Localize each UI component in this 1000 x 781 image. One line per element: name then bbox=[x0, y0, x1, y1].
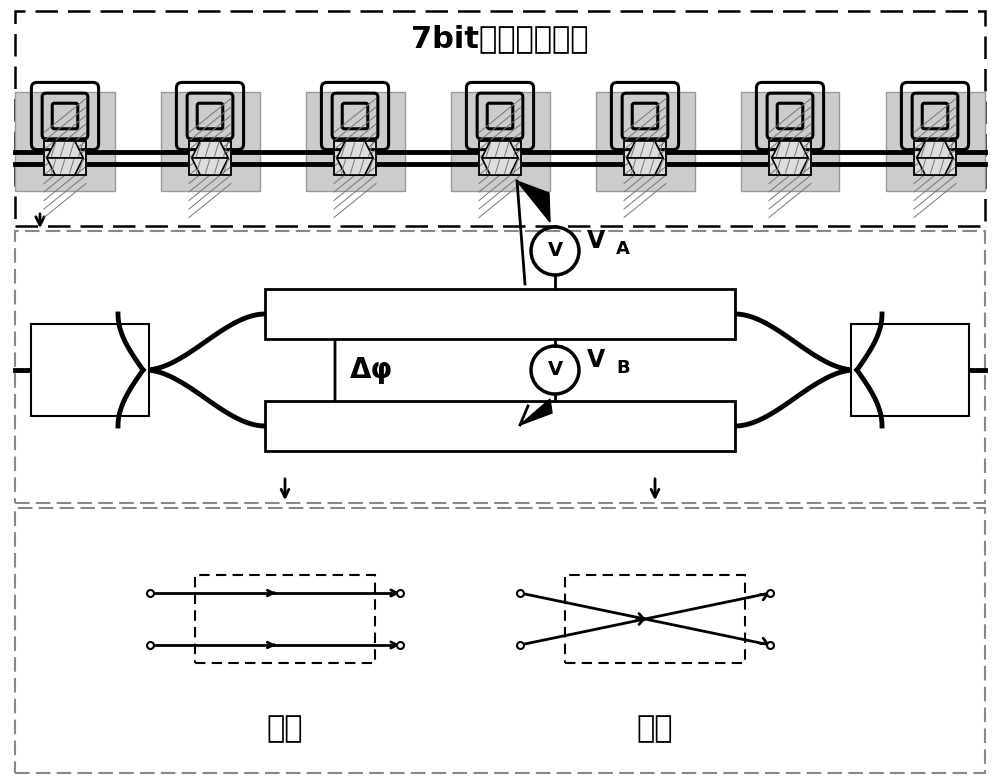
Text: 直通: 直通 bbox=[267, 715, 303, 744]
Bar bbox=[334, 141, 376, 175]
Polygon shape bbox=[772, 158, 808, 175]
Text: 移相器: 移相器 bbox=[479, 414, 521, 438]
Polygon shape bbox=[917, 158, 953, 175]
Polygon shape bbox=[337, 158, 373, 175]
Polygon shape bbox=[47, 158, 83, 175]
Bar bbox=[195, 575, 375, 663]
Text: 移相器: 移相器 bbox=[479, 302, 521, 326]
Bar bbox=[479, 141, 521, 175]
Text: 功分器: 功分器 bbox=[74, 361, 106, 379]
Text: 7bit光开关延时线: 7bit光开关延时线 bbox=[411, 24, 589, 54]
FancyBboxPatch shape bbox=[31, 324, 149, 416]
Text: V: V bbox=[587, 229, 605, 253]
Bar bbox=[265, 289, 735, 339]
Bar bbox=[914, 141, 956, 175]
Bar bbox=[769, 141, 811, 175]
Polygon shape bbox=[482, 158, 518, 175]
Text: B: B bbox=[616, 359, 630, 377]
Bar bbox=[565, 575, 745, 663]
Polygon shape bbox=[47, 141, 83, 158]
Bar bbox=[15, 92, 114, 191]
Bar bbox=[189, 141, 231, 175]
FancyBboxPatch shape bbox=[851, 324, 969, 416]
Bar bbox=[450, 92, 550, 191]
Text: V: V bbox=[547, 361, 563, 380]
Bar bbox=[44, 141, 86, 175]
Bar bbox=[740, 92, 839, 191]
Polygon shape bbox=[627, 141, 663, 158]
Polygon shape bbox=[337, 141, 373, 158]
Bar bbox=[914, 141, 956, 175]
Bar bbox=[15, 11, 985, 226]
Polygon shape bbox=[520, 399, 552, 425]
Text: 交叉: 交叉 bbox=[637, 715, 673, 744]
Bar bbox=[886, 92, 984, 191]
Text: V: V bbox=[547, 241, 563, 261]
Polygon shape bbox=[482, 141, 518, 158]
Bar bbox=[596, 92, 694, 191]
Polygon shape bbox=[917, 141, 953, 158]
Polygon shape bbox=[517, 181, 550, 222]
Bar bbox=[306, 92, 404, 191]
Bar bbox=[15, 508, 985, 773]
Polygon shape bbox=[192, 141, 228, 158]
Bar bbox=[44, 141, 86, 175]
Bar bbox=[334, 141, 376, 175]
Bar bbox=[479, 141, 521, 175]
Polygon shape bbox=[772, 141, 808, 158]
Bar bbox=[624, 141, 666, 175]
Bar bbox=[160, 92, 260, 191]
Polygon shape bbox=[192, 158, 228, 175]
Text: V: V bbox=[587, 348, 605, 372]
Bar bbox=[265, 401, 735, 451]
Bar bbox=[15, 231, 985, 503]
Text: 功分器: 功分器 bbox=[894, 361, 926, 379]
Bar bbox=[769, 141, 811, 175]
Bar bbox=[624, 141, 666, 175]
Bar bbox=[189, 141, 231, 175]
Text: Δφ: Δφ bbox=[350, 356, 393, 384]
Polygon shape bbox=[627, 158, 663, 175]
Text: A: A bbox=[616, 240, 630, 258]
